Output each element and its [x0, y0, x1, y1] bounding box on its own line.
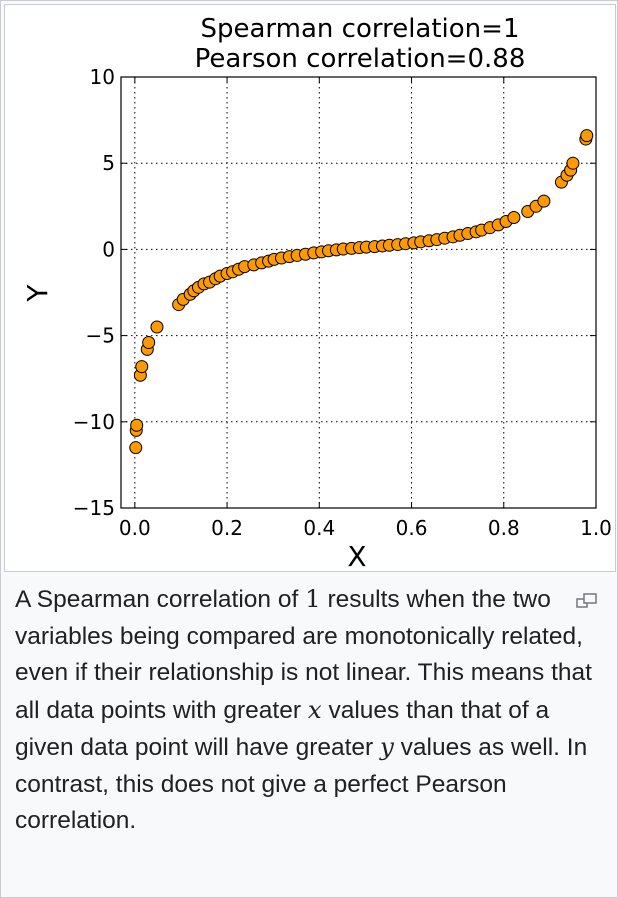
- data-point: [150, 320, 164, 334]
- y-tick-label: −5: [86, 324, 115, 348]
- data-point: [507, 211, 521, 225]
- magnify-icon[interactable]: [576, 587, 600, 608]
- y-axis-label: Y: [21, 284, 54, 303]
- caption-text-4: values as well. In contrast, this does n…: [15, 734, 588, 834]
- data-point: [129, 441, 143, 455]
- plot-area-border: [120, 76, 597, 509]
- x-tick-label: 1.0: [580, 516, 612, 540]
- y-tick-label: 5: [102, 151, 115, 175]
- y-tick-label: −10: [73, 410, 115, 434]
- caption-math-x: x: [307, 694, 322, 724]
- x-axis-label: X: [347, 540, 366, 571]
- chart-frame: Spearman correlation=1 Pearson correlati…: [4, 4, 616, 572]
- data-point: [580, 129, 594, 143]
- chart-title-line-2: Pearson correlation=0.88: [195, 44, 526, 74]
- x-tick-label: 0.0: [119, 516, 151, 540]
- y-tick-label: 0: [102, 237, 115, 261]
- figure-caption: A Spearman correlation of 1 results when…: [15, 581, 600, 840]
- caption-math-y: y: [380, 732, 394, 761]
- x-tick-label: 0.6: [396, 516, 428, 540]
- x-tick-label: 0.4: [303, 516, 335, 540]
- data-point: [142, 335, 156, 349]
- caption-text-1: A Spearman correlation of: [15, 586, 306, 613]
- caption-math-number: 1: [305, 584, 321, 613]
- data-point: [566, 156, 580, 170]
- y-tick-label: 10: [90, 65, 115, 89]
- data-points: [129, 129, 594, 455]
- caption-text-3: values than that of a given data point w…: [15, 696, 550, 762]
- caption-text-2: results when the two variables being com…: [15, 586, 592, 724]
- y-tick-label: −15: [73, 496, 115, 520]
- grid-lines: [121, 77, 596, 508]
- x-tick-label: 0.2: [211, 516, 243, 540]
- chart-title-line-1: Spearman correlation=1: [200, 14, 519, 44]
- data-point: [537, 194, 551, 208]
- data-point: [135, 360, 149, 374]
- data-point: [130, 418, 144, 432]
- scatter-chart: Spearman correlation=1 Pearson correlati…: [21, 14, 612, 571]
- x-tick-label: 0.8: [488, 516, 520, 540]
- axis-ticks: 0.0 0.2 0.4 0.6 0.8 1.0 10 5 0 −5 −10 −15: [73, 65, 612, 540]
